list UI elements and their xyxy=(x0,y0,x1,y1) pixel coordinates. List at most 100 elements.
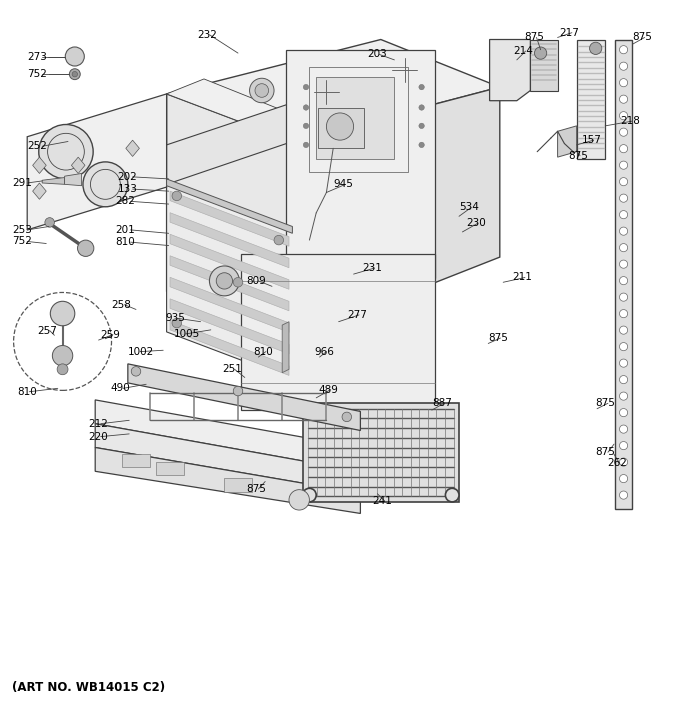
Circle shape xyxy=(72,72,78,77)
Text: 810: 810 xyxy=(254,347,273,357)
Text: 277: 277 xyxy=(347,310,367,320)
Text: 253: 253 xyxy=(12,225,32,235)
Circle shape xyxy=(619,244,628,252)
Text: 534: 534 xyxy=(459,202,479,212)
Circle shape xyxy=(619,326,628,334)
Text: 201: 201 xyxy=(116,225,135,235)
Text: 232: 232 xyxy=(197,30,217,40)
Text: 220: 220 xyxy=(88,431,108,442)
Polygon shape xyxy=(530,39,558,91)
Polygon shape xyxy=(292,181,408,379)
Text: 217: 217 xyxy=(560,28,579,38)
Polygon shape xyxy=(95,400,360,471)
Polygon shape xyxy=(170,234,289,289)
Text: 875: 875 xyxy=(568,151,588,161)
Polygon shape xyxy=(42,178,65,184)
Text: 212: 212 xyxy=(88,419,108,428)
Text: 291: 291 xyxy=(12,178,32,188)
Circle shape xyxy=(619,310,628,318)
Polygon shape xyxy=(292,87,500,339)
Polygon shape xyxy=(241,254,435,410)
Circle shape xyxy=(619,458,628,466)
Circle shape xyxy=(326,113,354,140)
Text: 966: 966 xyxy=(314,347,334,357)
Polygon shape xyxy=(303,403,459,502)
Circle shape xyxy=(303,489,316,502)
Text: 273: 273 xyxy=(27,51,47,62)
Circle shape xyxy=(131,367,141,376)
Text: 809: 809 xyxy=(246,276,266,286)
Text: 230: 230 xyxy=(466,218,486,228)
Circle shape xyxy=(45,218,54,227)
Text: 211: 211 xyxy=(513,273,532,283)
Circle shape xyxy=(65,47,84,66)
Polygon shape xyxy=(167,39,500,141)
Text: 258: 258 xyxy=(111,299,131,310)
Circle shape xyxy=(619,442,628,450)
Text: 875: 875 xyxy=(632,33,652,43)
Circle shape xyxy=(619,194,628,202)
Circle shape xyxy=(419,142,424,148)
Circle shape xyxy=(534,47,547,59)
Circle shape xyxy=(619,409,628,417)
Text: 282: 282 xyxy=(116,196,135,207)
Text: 1002: 1002 xyxy=(128,347,154,357)
Circle shape xyxy=(172,191,182,201)
Circle shape xyxy=(619,276,628,285)
Circle shape xyxy=(619,342,628,351)
Circle shape xyxy=(619,178,628,186)
Polygon shape xyxy=(558,126,577,157)
Polygon shape xyxy=(170,299,289,354)
Text: (ART NO. WB14015 C2): (ART NO. WB14015 C2) xyxy=(12,681,165,694)
Polygon shape xyxy=(71,157,85,173)
Circle shape xyxy=(419,105,424,110)
Polygon shape xyxy=(95,423,360,493)
Polygon shape xyxy=(27,94,167,230)
Polygon shape xyxy=(156,462,184,476)
Text: 935: 935 xyxy=(165,313,185,323)
Circle shape xyxy=(619,62,628,70)
Circle shape xyxy=(216,273,233,289)
Circle shape xyxy=(619,425,628,434)
Text: 262: 262 xyxy=(607,458,627,468)
Text: 133: 133 xyxy=(118,184,137,194)
Text: 810: 810 xyxy=(116,237,135,247)
Circle shape xyxy=(303,123,309,128)
Circle shape xyxy=(250,78,274,103)
Polygon shape xyxy=(490,39,530,101)
Text: 203: 203 xyxy=(367,49,387,59)
Text: 157: 157 xyxy=(581,135,601,145)
Circle shape xyxy=(342,412,352,422)
Circle shape xyxy=(303,142,309,148)
Text: 875: 875 xyxy=(596,447,615,457)
Circle shape xyxy=(619,78,628,87)
Circle shape xyxy=(619,260,628,268)
Circle shape xyxy=(619,392,628,400)
Circle shape xyxy=(419,123,424,128)
Text: 875: 875 xyxy=(596,398,615,408)
Polygon shape xyxy=(318,107,364,149)
Text: 252: 252 xyxy=(27,141,47,152)
Text: 1005: 1005 xyxy=(173,329,200,339)
Polygon shape xyxy=(286,50,435,278)
Polygon shape xyxy=(167,94,292,339)
Text: 752: 752 xyxy=(12,236,32,247)
Text: 875: 875 xyxy=(524,33,544,43)
Circle shape xyxy=(619,95,628,103)
Polygon shape xyxy=(122,454,150,467)
Polygon shape xyxy=(170,212,289,268)
Text: 241: 241 xyxy=(373,496,392,506)
Text: 489: 489 xyxy=(318,385,338,394)
Polygon shape xyxy=(33,183,46,199)
Text: 810: 810 xyxy=(17,386,37,397)
Circle shape xyxy=(289,489,309,510)
Circle shape xyxy=(83,162,128,207)
Polygon shape xyxy=(167,79,292,141)
Polygon shape xyxy=(33,157,46,173)
Circle shape xyxy=(619,227,628,235)
Text: 259: 259 xyxy=(101,330,120,339)
Polygon shape xyxy=(65,173,82,186)
Text: 875: 875 xyxy=(246,484,266,494)
Circle shape xyxy=(233,278,243,287)
Circle shape xyxy=(78,240,94,257)
